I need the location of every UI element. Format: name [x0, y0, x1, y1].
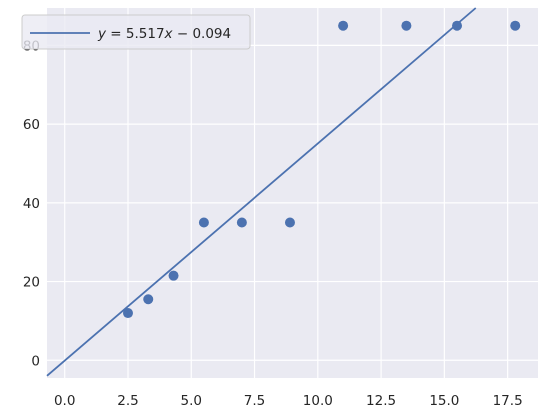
x-tick-label: 17.5	[493, 393, 523, 409]
y-tick-label: 60	[23, 117, 40, 133]
y-tick-labels: 020406080	[23, 38, 40, 369]
legend: y = 5.517x − 0.094	[21, 14, 251, 50]
legend-label-y: y	[97, 26, 107, 42]
x-tick-label: 15.0	[429, 393, 459, 409]
x-tick-label: 0.0	[54, 393, 75, 409]
scatter-points	[122, 20, 521, 319]
y-tick-label: 20	[23, 275, 40, 291]
plot-area	[47, 8, 538, 378]
x-tick-label: 7.5	[244, 393, 265, 409]
legend-box	[21, 14, 251, 50]
y-tick-label: 40	[23, 196, 40, 212]
legend-label-x: x	[164, 26, 174, 42]
scatter-point	[452, 20, 463, 31]
scatter-point	[168, 270, 179, 281]
scatter-point	[122, 308, 133, 319]
legend-label-intercept: − 0.094	[173, 26, 232, 42]
legend-label-eq: = 5.517	[106, 26, 165, 42]
scatter-point	[338, 20, 349, 31]
x-tick-label: 5.0	[181, 393, 202, 409]
scatter-point	[198, 217, 209, 228]
scatter-point	[401, 20, 412, 31]
x-tick-label: 10.0	[303, 393, 333, 409]
grid	[47, 8, 538, 378]
x-tick-labels: 0.0 2.5 5.0 7.5 10.0 12.5 15.0 17.5	[54, 393, 523, 409]
fit-line-group	[46, 7, 477, 377]
scatter-point	[236, 217, 247, 228]
x-tick-label: 12.5	[366, 393, 396, 409]
scatter-point	[284, 217, 295, 228]
scatter-point	[143, 294, 154, 305]
fit-line	[46, 7, 477, 377]
legend-label: y = 5.517x − 0.094	[97, 26, 231, 42]
y-tick-label: 0	[31, 353, 40, 369]
scatter-point	[510, 20, 521, 31]
x-tick-label: 2.5	[117, 393, 138, 409]
